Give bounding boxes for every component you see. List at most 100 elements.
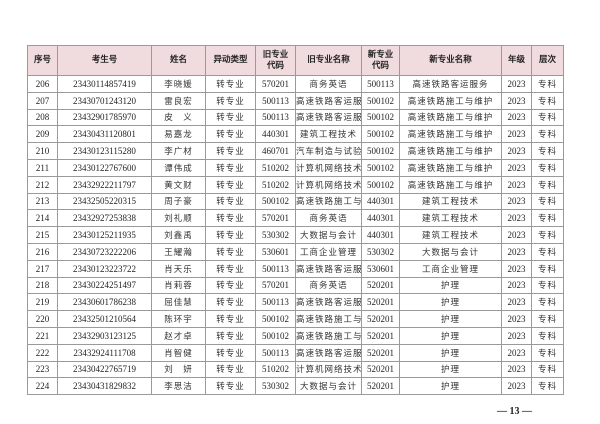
cell-grade: 2023 xyxy=(501,360,532,379)
cell-exam-id: 23430125211935 xyxy=(57,226,152,244)
cell-exam-id: 23430701243120 xyxy=(57,91,152,110)
cell-level: 专科 xyxy=(531,108,564,127)
cell-new-major-name: 护理 xyxy=(399,326,502,345)
cell-change-type: 转专业 xyxy=(205,75,256,93)
cell-old-major-name: 高速铁路客运服务 xyxy=(295,108,362,127)
cell-name: 刘礼顺 xyxy=(151,209,206,228)
cell-exam-id: 23430431829832 xyxy=(57,377,152,396)
cell-name: 周子豪 xyxy=(151,192,206,211)
cell-new-major-code: 500102 xyxy=(361,91,400,110)
cell-exam-id: 23430431120801 xyxy=(57,125,152,144)
cell-grade: 2023 xyxy=(501,158,532,177)
table-row: 218 23430224251497 肖莉蓉 转专业 570201 商务英语 520201 护… xyxy=(27,276,564,295)
table-row: 21923430601786238屈佳慧转专业500113高速铁路客运服务520… xyxy=(27,293,564,312)
cell-new-major-name: 建筑工程技术 xyxy=(399,209,502,228)
cell-old-major-name: 高速铁路施工与维护 xyxy=(295,310,362,328)
table-row: 212 23432922211797 黄文财 转专业 510202 计算机网络技术 5001… xyxy=(27,175,564,194)
cell-change-type: 转专业 xyxy=(205,310,256,328)
cell-exam-id: 23432922211797 xyxy=(57,175,152,194)
cell-old-major-name: 计算机网络技术 xyxy=(295,175,362,194)
column-header-old-major-code: 旧专业 代码 xyxy=(255,45,296,76)
cell-new-major-code: 530601 xyxy=(361,259,400,278)
cell-level: 专科 xyxy=(531,360,564,379)
table-row: 216 23430723222206 王耀瀚 转专业 530601 工商企业管理 53030… xyxy=(27,242,564,261)
cell-exam-id: 23432505220315 xyxy=(57,192,152,211)
column-header-grade: 年级 xyxy=(501,45,532,76)
table-row: 214 23432927253838 刘礼顺 转专业 570201 商务英语 440301 建… xyxy=(27,209,564,228)
cell-new-major-code: 520201 xyxy=(361,326,400,345)
cell-new-major-code: 500102 xyxy=(361,125,400,144)
cell-old-major-code: 570201 xyxy=(255,276,296,295)
cell-old-major-code: 510202 xyxy=(255,360,296,379)
cell-new-major-name: 护理 xyxy=(399,293,502,312)
cell-old-major-name: 高速铁路客运服务 xyxy=(295,293,362,312)
cell-exam-id: 23432901785970 xyxy=(57,108,152,127)
cell-grade: 2023 xyxy=(501,142,532,160)
cell-new-major-code: 520201 xyxy=(361,310,400,328)
cell-exam-id: 23430601786238 xyxy=(57,293,152,312)
cell-exam-id: 23432501210564 xyxy=(57,310,152,328)
cell-name: 黄文财 xyxy=(151,175,206,194)
cell-seq: 214 xyxy=(27,209,58,228)
cell-change-type: 转专业 xyxy=(205,377,256,396)
cell-change-type: 转专业 xyxy=(205,360,256,379)
table-row: 21023430123115280李广材转专业460701汽车制造与试验技术50… xyxy=(27,142,564,160)
cell-name: 皮 义 xyxy=(151,108,206,127)
cell-seq: 209 xyxy=(27,125,58,144)
cell-change-type: 转专业 xyxy=(205,259,256,278)
cell-level: 专科 xyxy=(531,276,564,295)
cell-seq: 208 xyxy=(27,108,58,127)
cell-new-major-code: 520201 xyxy=(361,360,400,379)
table-row: 21323432505220315周子豪转专业500102高速铁路施工与维护44… xyxy=(27,192,564,211)
cell-old-major-name: 汽车制造与试验技术 xyxy=(295,142,362,160)
cell-new-major-code: 500102 xyxy=(361,158,400,177)
cell-new-major-code: 500102 xyxy=(361,108,400,127)
cell-level: 专科 xyxy=(531,343,564,362)
cell-exam-id: 23432924111708 xyxy=(57,343,152,362)
cell-exam-id: 23430723222206 xyxy=(57,242,152,261)
cell-old-major-code: 500113 xyxy=(255,91,296,110)
cell-old-major-code: 500102 xyxy=(255,310,296,328)
cell-name: 刘 妍 xyxy=(151,360,206,379)
cell-new-major-name: 高速铁路施工与维护 xyxy=(399,158,502,177)
table-row: 211 23430122767600 谭伟成 转专业 510202 计算机网络技术 5001… xyxy=(27,158,564,177)
cell-grade: 2023 xyxy=(501,276,532,295)
cell-name: 屈佳慧 xyxy=(151,293,206,312)
cell-seq: 219 xyxy=(27,293,58,312)
cell-level: 专科 xyxy=(531,75,564,93)
cell-new-major-name: 高速铁路施工与维护 xyxy=(399,175,502,194)
cell-new-major-code: 530302 xyxy=(361,242,400,261)
cell-name: 谭伟成 xyxy=(151,158,206,177)
table-row: 223 23430422765719 刘 妍转专业 510202 计算机网络技术 5202… xyxy=(27,360,564,379)
cell-new-major-name: 高速铁路施工与维护 xyxy=(399,91,502,110)
cell-level: 专科 xyxy=(531,175,564,194)
cell-exam-id: 23432903123125 xyxy=(57,326,152,345)
cell-level: 专科 xyxy=(531,377,564,396)
cell-new-major-name: 大数据与会计 xyxy=(399,242,502,261)
cell-grade: 2023 xyxy=(501,75,532,93)
cell-new-major-code: 520201 xyxy=(361,276,400,295)
student-transfer-table: 序号 考生号 姓名 异动类型 旧专业 代码 旧专业名称 新专业 代码 新专业名称 年级 层次 20… xyxy=(27,45,564,396)
table-row: 22123432903123125赵才卓转专业500102高速铁路施工与维护52… xyxy=(27,326,564,345)
cell-grade: 2023 xyxy=(501,242,532,261)
cell-old-major-code: 460701 xyxy=(255,142,296,160)
cell-grade: 2023 xyxy=(501,343,532,362)
cell-seq: 223 xyxy=(27,360,58,379)
cell-new-major-name: 护理 xyxy=(399,343,502,362)
cell-seq: 211 xyxy=(27,158,58,177)
cell-level: 专科 xyxy=(531,91,564,110)
table-row: 209 23430431120801 易嘉龙 转专业 440301 建筑工程技术 50010… xyxy=(27,125,564,144)
cell-old-major-code: 510202 xyxy=(255,175,296,194)
table-row: 224 23430431829832 李思洁 转专业 530302 大数据与会计 52020… xyxy=(27,377,564,396)
cell-grade: 2023 xyxy=(501,125,532,144)
cell-old-major-code: 570201 xyxy=(255,75,296,93)
cell-exam-id: 23430114857419 xyxy=(57,75,152,93)
cell-old-major-code: 530601 xyxy=(255,242,296,261)
cell-seq: 224 xyxy=(27,377,58,396)
cell-level: 专科 xyxy=(531,226,564,244)
cell-seq: 210 xyxy=(27,142,58,160)
table-row: 206 23430114857419 李晓媛 转专业 570201 商务英语 500113 高… xyxy=(27,75,564,93)
page-number: — 13 — xyxy=(497,406,532,417)
cell-old-major-name: 建筑工程技术 xyxy=(295,125,362,144)
